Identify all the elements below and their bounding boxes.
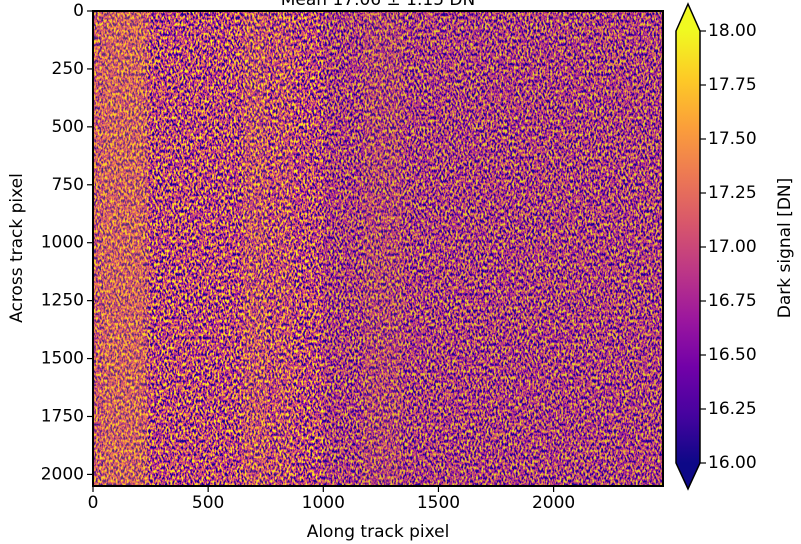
heatmap-band [93, 11, 148, 486]
colorbar-tick-label: 18.00 [708, 21, 757, 41]
y-tick-label: 750 [52, 175, 84, 195]
heatmap-band [363, 11, 403, 486]
colorbar-tick-label: 17.00 [708, 237, 757, 257]
y-tick-label: 2000 [41, 464, 84, 484]
heatmap-band [243, 11, 268, 486]
heatmap [93, 11, 663, 486]
colorbar-tick-label: 16.75 [708, 291, 757, 311]
chart-title: Mean 17.06 ± 1.15 DN [281, 0, 476, 10]
colorbar-tick-label: 17.25 [708, 183, 757, 203]
x-axis-label: Along track pixel [307, 522, 450, 542]
y-tick-label: 250 [52, 59, 84, 79]
colorbar-label: Dark signal [DN] [775, 178, 795, 319]
plot-frame [92, 10, 664, 487]
colorbar-extend-min [676, 463, 700, 489]
colorbar-tick-label: 16.00 [708, 453, 757, 473]
x-tick-label: 1500 [417, 493, 460, 513]
y-tick-label: 1250 [41, 291, 84, 311]
x-tick-label: 500 [192, 493, 224, 513]
y-tick-label: 1000 [41, 233, 84, 253]
colorbar-tick-label: 17.75 [708, 75, 757, 95]
heatmap-band [323, 11, 663, 486]
colorbar-tick-label: 16.50 [708, 345, 757, 365]
heatmap-band [103, 11, 143, 486]
x-tick-label: 2000 [532, 493, 575, 513]
y-axis-label: Across track pixel [7, 173, 27, 323]
x-tick-label: 0 [88, 493, 99, 513]
colorbar [676, 31, 700, 463]
colorbar-extend-max [676, 4, 700, 31]
colorbar-tick-label: 17.50 [708, 129, 757, 149]
y-tick-label: 1750 [41, 406, 84, 426]
x-tick-label: 1000 [302, 493, 345, 513]
y-tick-label: 1500 [41, 349, 84, 369]
y-tick-label: 0 [73, 1, 84, 21]
y-tick-label: 500 [52, 117, 84, 137]
colorbar-tick-label: 16.25 [708, 399, 757, 419]
heatmap-band [273, 11, 293, 486]
